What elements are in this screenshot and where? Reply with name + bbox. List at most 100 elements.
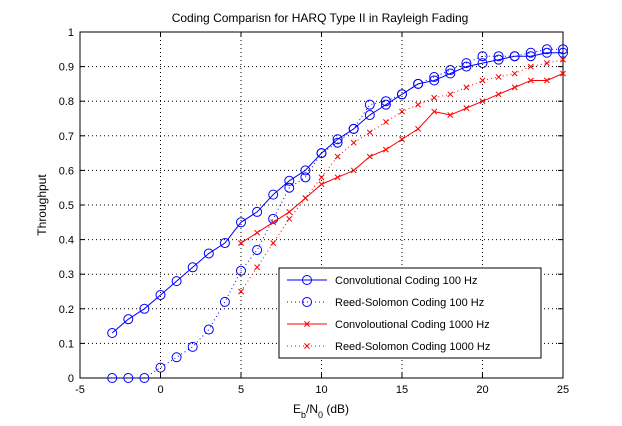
series-3-point: [334, 174, 341, 181]
x-tick-label: 10: [315, 384, 327, 396]
x-tick-label: 20: [476, 384, 488, 396]
x-axis-label-sub-b: b: [301, 410, 306, 420]
series-3-point: [254, 229, 261, 236]
series-3-point: [366, 153, 373, 160]
series-4-point: [334, 153, 341, 160]
series-3-point: [399, 136, 405, 143]
y-tick-label: 0.3: [59, 269, 74, 281]
x-marker-stroke: [304, 321, 310, 327]
series-3-point: [382, 146, 389, 153]
y-tick-label: 1: [68, 27, 74, 39]
y-tick-label: 0.5: [59, 200, 74, 212]
series-4-point: [350, 139, 357, 146]
x-marker-stroke: [350, 139, 357, 146]
series-2-point: [364, 99, 375, 110]
series-4-point: [286, 215, 293, 222]
series-4-point: [270, 240, 277, 247]
x-marker-stroke: [286, 215, 293, 222]
series-3-point: [447, 112, 454, 118]
series-1-point: [429, 75, 440, 86]
series-4-point: [399, 108, 405, 115]
x-marker-stroke: [318, 174, 325, 181]
x-marker-stroke: [399, 136, 405, 143]
series-4-point: [479, 77, 486, 84]
series-4: [238, 56, 566, 295]
series-3-point: [270, 219, 277, 226]
x-marker-stroke: [382, 119, 389, 125]
x-marker-stroke: [479, 98, 486, 105]
x-marker-stroke: [463, 105, 470, 112]
series-3-point: [318, 181, 325, 188]
legend-label-4: Reed-Solomon Coding 1000 Hz: [335, 341, 490, 353]
series-2-point: [541, 44, 552, 55]
series-2-point: [252, 244, 263, 255]
x-tick-label: 25: [557, 384, 569, 396]
series-2-line: [112, 48, 563, 379]
series-1-point: [219, 238, 230, 249]
series-1-point: [171, 276, 182, 287]
series-2-point: [397, 89, 407, 100]
series-1-point: [461, 61, 472, 72]
series-3-point: [431, 108, 438, 115]
x-marker-stroke: [511, 70, 518, 77]
series-1-point: [284, 175, 295, 186]
legend-marker-1: [302, 275, 312, 285]
series-4-point: [560, 56, 566, 63]
series-2-point: [203, 324, 214, 335]
series-3-point: [495, 91, 502, 98]
series-2-point: [493, 51, 504, 62]
x-marker-stroke: [415, 101, 422, 108]
axis-ticks: -5 0 5 10 15 20 2500.10.20.30.40.50.60.70.80.9…: [59, 27, 569, 396]
series-2-point: [429, 71, 440, 82]
series-4-point: [366, 129, 373, 136]
series-2-point: [509, 51, 520, 62]
series-1-point: [107, 328, 118, 339]
series-2-point: [107, 373, 118, 383]
x-axis-label: Eb/N0 (dB): [293, 402, 349, 420]
x-marker-stroke: [270, 240, 277, 247]
series-4-point: [463, 84, 470, 91]
x-tick-label: -5: [75, 384, 85, 396]
legend-box: [278, 267, 542, 359]
series-1-point: [123, 314, 134, 325]
series-4-point: [415, 101, 422, 108]
series-3: [238, 70, 566, 247]
x-marker-stroke: [304, 343, 310, 349]
x-marker-stroke: [543, 60, 550, 67]
series-1-point: [268, 189, 279, 200]
series-1-point: [203, 248, 214, 259]
series-4-point: [527, 63, 534, 70]
x-marker-stroke: [560, 70, 566, 77]
series-2-point: [236, 265, 246, 276]
series-2-point: [525, 47, 536, 58]
y-tick-label: 0.6: [59, 165, 74, 177]
series-2-point: [348, 123, 359, 134]
x-marker-stroke: [543, 77, 550, 84]
y-tick-label: 0.2: [59, 304, 74, 316]
x-marker-stroke: [286, 208, 293, 215]
series-2-point: [284, 182, 295, 193]
series-2-point: [139, 373, 150, 383]
series-2: [107, 44, 568, 383]
x-marker-stroke: [238, 288, 244, 295]
series-2-point: [300, 172, 311, 183]
series-2-point: [123, 373, 134, 383]
x-marker-stroke: [302, 195, 309, 202]
x-marker-stroke: [270, 219, 277, 226]
legend-marker-3: [304, 321, 310, 327]
legend-label-1: Convolutional Coding 100 Hz: [335, 275, 477, 287]
series-1-point: [332, 134, 343, 145]
series-1-point: [252, 206, 263, 217]
legend-label-2: Reed-Solomon Coding 100 Hz: [335, 297, 484, 309]
x-marker-stroke: [350, 167, 357, 174]
x-marker-stroke: [415, 125, 422, 132]
x-marker-stroke: [560, 56, 566, 63]
series-4-point: [254, 264, 261, 271]
y-axis-label: Throughput: [35, 174, 49, 236]
series-4-point: [302, 195, 309, 202]
series-4-point: [382, 119, 389, 125]
x-marker-stroke: [479, 77, 486, 84]
series-1-point: [445, 68, 456, 79]
x-marker-stroke: [511, 84, 518, 91]
